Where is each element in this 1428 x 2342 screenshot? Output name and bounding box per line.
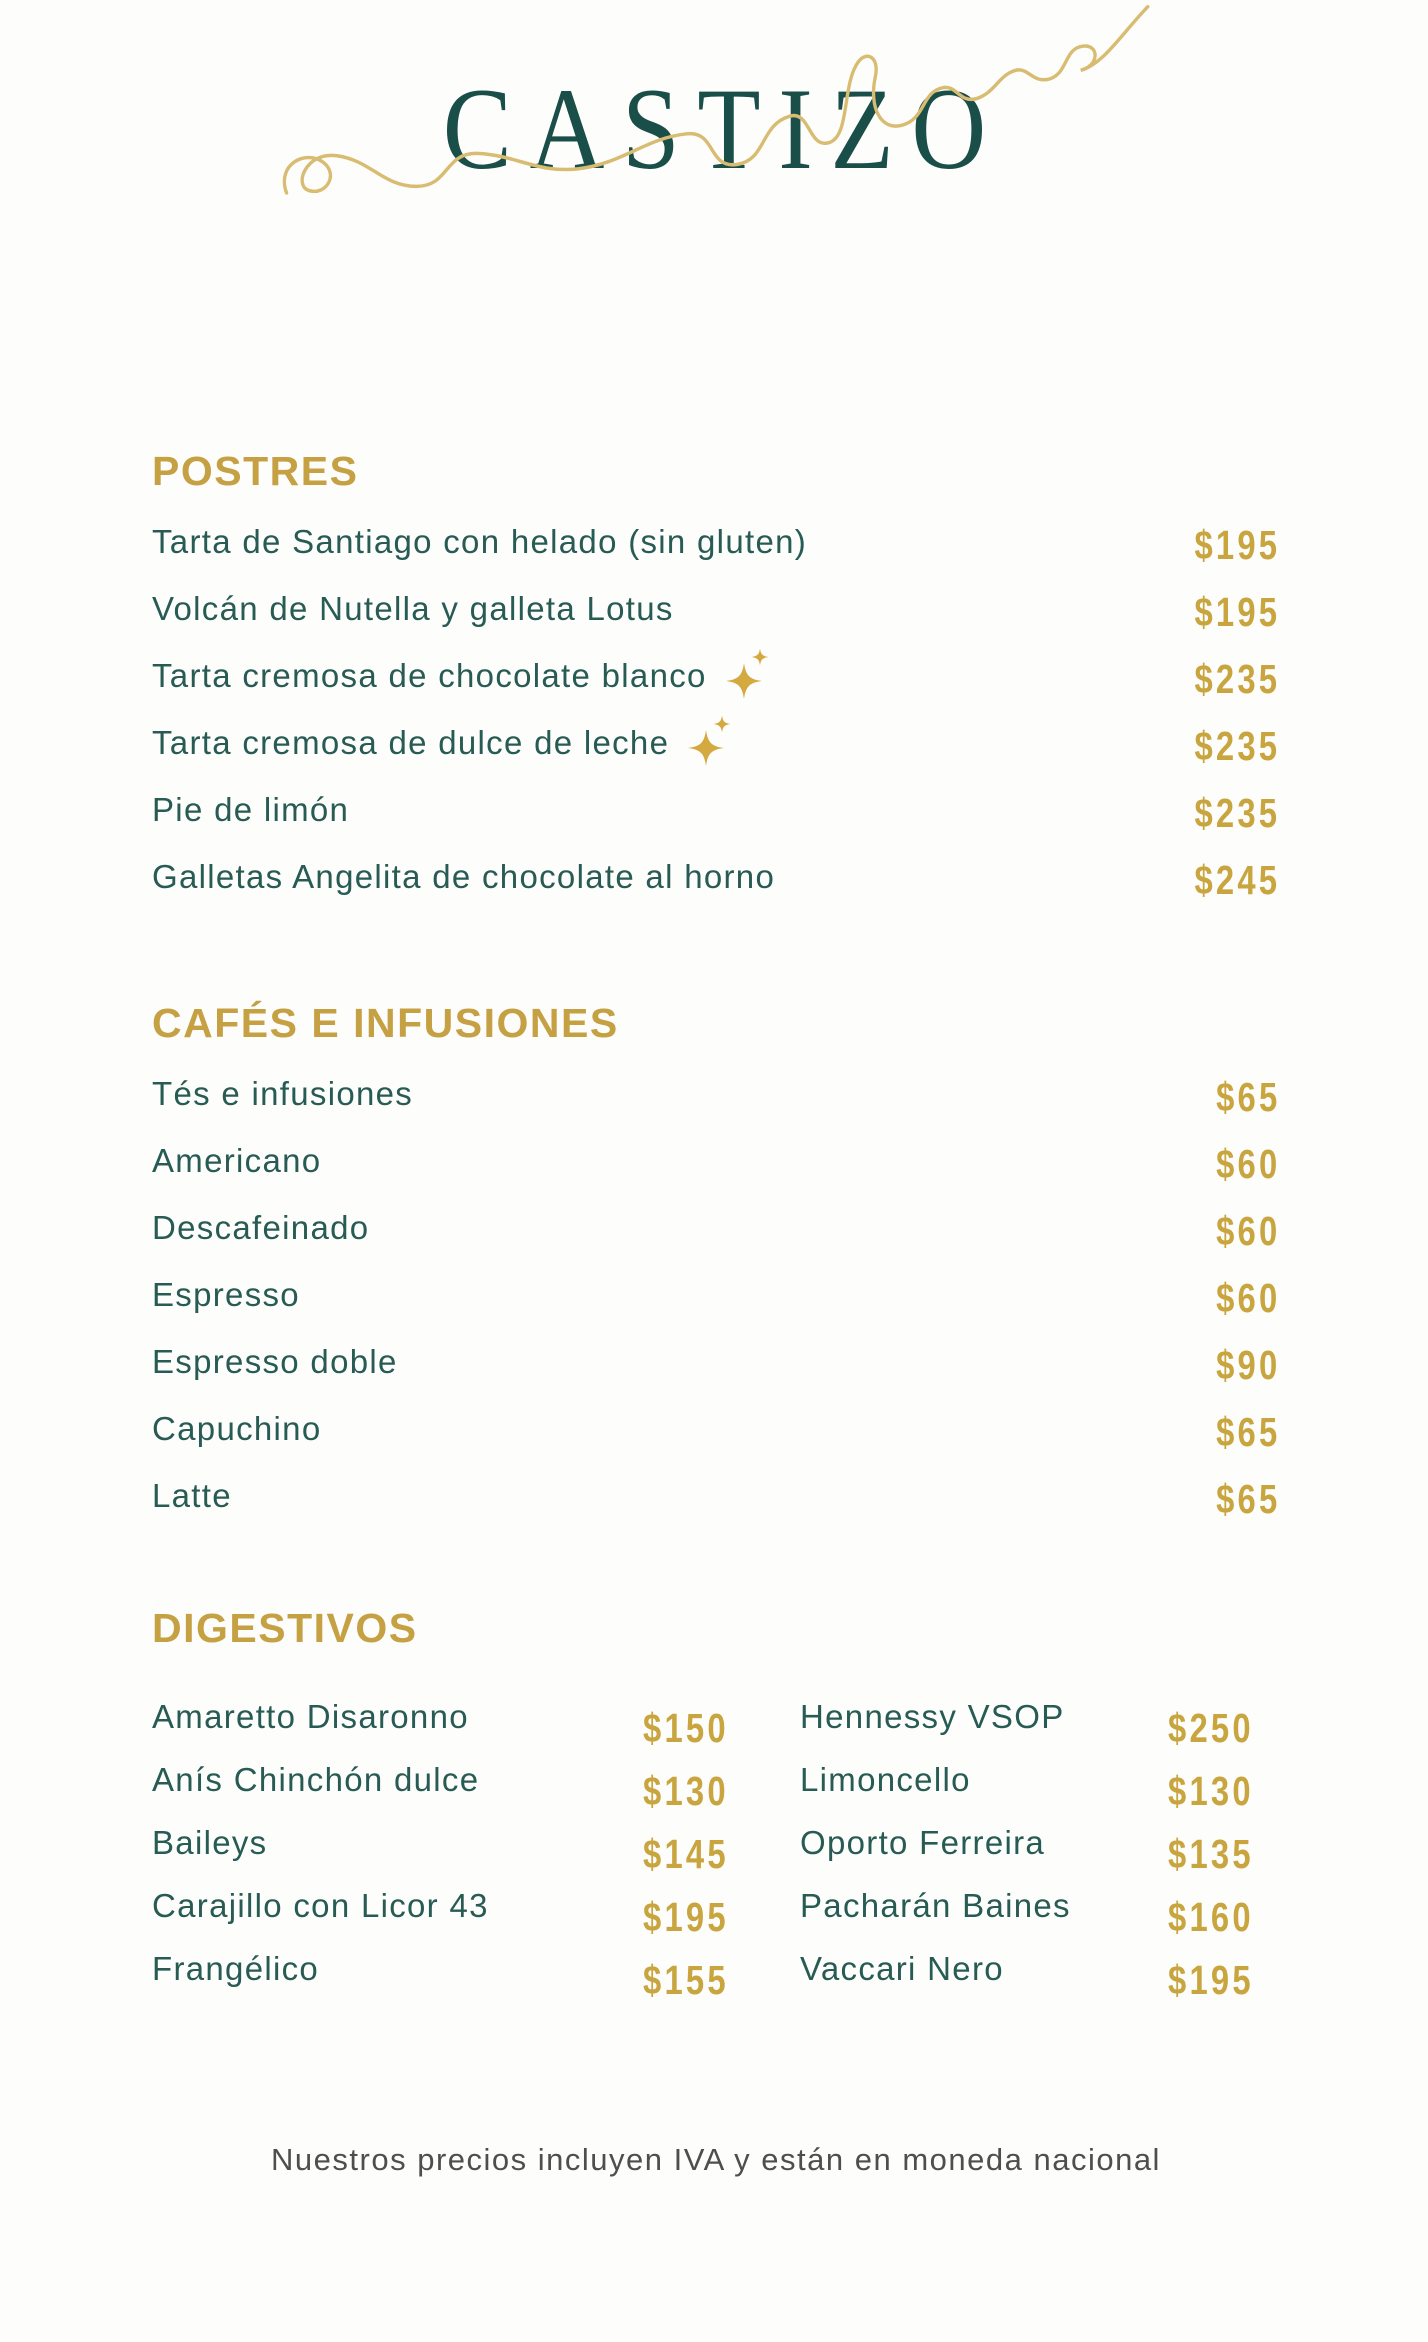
menu-item-price: $130 (1168, 1768, 1254, 1814)
menu-item-name: Hennessy VSOP (800, 1697, 1065, 1735)
menu-page: CASTIZO POSTRES Tarta de Santiago con he… (0, 5, 1428, 2178)
menu-item-row: Anís Chinchón dulce $130 (152, 1748, 755, 1815)
postres-list: Tarta de Santiago con helado (sin gluten… (152, 508, 1280, 910)
menu-item-name: Tarta cremosa de dulce de leche (152, 723, 670, 761)
menu-item-row: Amaretto Disaronno $150 (152, 1685, 755, 1752)
menu-item-price: $145 (643, 1831, 729, 1877)
menu-item-name: Carajillo con Licor 43 (152, 1886, 489, 1924)
section-cafes: CAFÉS E INFUSIONES Tés e infusiones $65 … (152, 1000, 1280, 1529)
menu-item-row: Capuchino $65 (152, 1395, 1280, 1462)
menu-item-name: Galletas Angelita de chocolate al horno (152, 857, 776, 895)
menu-item-row: Espresso $60 (152, 1261, 1280, 1328)
menu-item-name: Pacharán Baines (800, 1886, 1071, 1924)
menu-item-name: Anís Chinchón dulce (152, 1760, 480, 1798)
sparkle-icon (687, 715, 731, 767)
menu-item-name: Volcán de Nutella y galleta Lotus (152, 589, 674, 627)
menu-item-price: $60 (1215, 1275, 1280, 1321)
menu-item-name: Frangélico (152, 1949, 320, 1987)
menu-item-price: $235 (1194, 656, 1280, 702)
menu-item-row: Latte $65 (152, 1462, 1280, 1529)
menu-item-name: Amaretto Disaronno (152, 1697, 469, 1735)
menu-item-name: Vaccari Nero (800, 1949, 1004, 1987)
section-title-cafes: CAFÉS E INFUSIONES (152, 1000, 619, 1046)
menu-item-row: Carajillo con Licor 43 $195 (152, 1874, 755, 1941)
menu-item-name: Americano (152, 1141, 322, 1179)
menu-item-price: $60 (1215, 1141, 1280, 1187)
brand-logo-text: CASTIZO (442, 65, 1004, 194)
menu-item-row: Hennessy VSOP $250 (800, 1685, 1280, 1752)
menu-item-name: Tarta de Santiago con helado (sin gluten… (152, 522, 808, 560)
menu-item-price: $250 (1168, 1705, 1254, 1751)
menu-item-price: $90 (1215, 1342, 1280, 1388)
menu-item-name: Latte (152, 1476, 232, 1514)
menu-item-price: $195 (1194, 522, 1280, 568)
digestivos-left-column: Amaretto Disaronno $150 Anís Chinchón du… (152, 1685, 755, 2004)
menu-item-row: Volcán de Nutella y galleta Lotus $195 (152, 575, 1280, 642)
menu-item-name: Espresso (152, 1275, 300, 1313)
brand-logo: CASTIZO (282, 5, 1150, 204)
footer-note: Nuestros precios incluyen IVA y están en… (271, 2142, 1161, 2177)
menu-item-price: $65 (1215, 1409, 1280, 1455)
menu-item-name: Espresso doble (152, 1342, 398, 1380)
menu-item-name: Descafeinado (152, 1208, 370, 1246)
menu-item-row: Tarta cremosa de dulce de leche $235 (152, 709, 1280, 776)
menu-item-price: $235 (1194, 790, 1280, 836)
menu-item-price: $195 (1168, 1957, 1254, 2003)
menu-item-row: Pacharán Baines $160 (800, 1874, 1280, 1941)
menu-item-row: Limoncello $130 (800, 1748, 1280, 1815)
cafes-list: Tés e infusiones $65 Americano $60 Desca… (152, 1060, 1280, 1529)
menu-item-price: $195 (1194, 589, 1280, 635)
menu-item-price: $245 (1194, 857, 1280, 903)
menu-item-row: Tés e infusiones $65 (152, 1060, 1280, 1127)
menu-item-price: $235 (1194, 723, 1280, 769)
menu-item-row: Baileys $145 (152, 1811, 755, 1878)
footer: Nuestros precios incluyen IVA y están en… (152, 2142, 1280, 2178)
menu-item-row: Tarta de Santiago con helado (sin gluten… (152, 508, 1280, 575)
menu-item-price: $135 (1168, 1831, 1254, 1877)
menu-item-name: Oporto Ferreira (800, 1823, 1046, 1861)
menu-item-price: $60 (1215, 1208, 1280, 1254)
menu-item-name: Tés e infusiones (152, 1074, 414, 1112)
menu-item-row: Pie de limón $235 (152, 776, 1280, 843)
sparkle-icon (725, 648, 769, 700)
menu-item-price: $65 (1215, 1074, 1280, 1120)
menu-item-row: Oporto Ferreira $135 (800, 1811, 1280, 1878)
digestivos-right-column: Hennessy VSOP $250 Limoncello $130 Oport… (800, 1685, 1280, 2004)
menu-item-row: Frangélico $155 (152, 1937, 755, 2004)
menu-item-name: Capuchino (152, 1409, 322, 1447)
section-title-digestivos: DIGESTIVOS (152, 1605, 418, 1651)
menu-item-row: Espresso doble $90 (152, 1328, 1280, 1395)
menu-item-row: Americano $60 (152, 1127, 1280, 1194)
menu-item-row: Tarta cremosa de chocolate blanco $235 (152, 642, 1280, 709)
menu-item-price: $195 (643, 1894, 729, 1940)
section-digestivos: DIGESTIVOS Amaretto Disaronno $150 Anís … (152, 1605, 1280, 2004)
menu-item-row: Galletas Angelita de chocolate al horno … (152, 843, 1280, 910)
menu-item-name: Pie de limón (152, 790, 350, 828)
digestivos-columns: Amaretto Disaronno $150 Anís Chinchón du… (152, 1672, 1280, 2004)
menu-content: POSTRES Tarta de Santiago con helado (si… (0, 448, 1428, 2178)
menu-item-price: $65 (1215, 1476, 1280, 1522)
menu-item-name: Tarta cremosa de chocolate blanco (152, 656, 707, 694)
menu-item-price: $130 (643, 1768, 729, 1814)
menu-item-row: Vaccari Nero $195 (800, 1937, 1280, 2004)
menu-item-price: $155 (643, 1957, 729, 2003)
menu-item-price: $160 (1168, 1894, 1254, 1940)
menu-item-price: $150 (643, 1705, 729, 1751)
menu-item-name: Limoncello (800, 1760, 971, 1798)
section-postres: POSTRES Tarta de Santiago con helado (si… (152, 448, 1280, 910)
section-title-postres: POSTRES (152, 448, 359, 494)
menu-item-row: Descafeinado $60 (152, 1194, 1280, 1261)
menu-item-name: Baileys (152, 1823, 268, 1861)
